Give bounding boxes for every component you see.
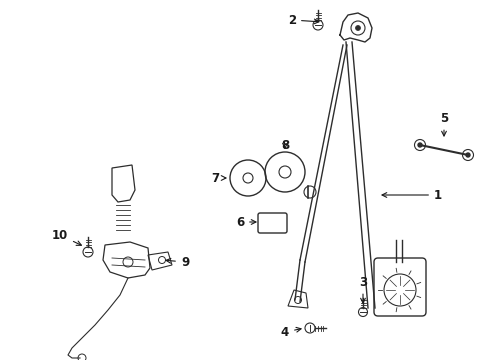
Text: 1: 1 <box>381 189 441 202</box>
Text: 6: 6 <box>235 216 255 229</box>
Text: 4: 4 <box>280 325 301 338</box>
Text: 3: 3 <box>358 275 366 303</box>
Circle shape <box>465 153 469 157</box>
Text: 2: 2 <box>287 14 318 27</box>
Text: 10: 10 <box>52 229 81 246</box>
Text: 9: 9 <box>165 256 189 269</box>
Text: 7: 7 <box>210 171 225 185</box>
Text: 8: 8 <box>280 139 288 152</box>
Circle shape <box>417 143 421 147</box>
Circle shape <box>355 26 360 31</box>
Text: 5: 5 <box>439 112 447 136</box>
